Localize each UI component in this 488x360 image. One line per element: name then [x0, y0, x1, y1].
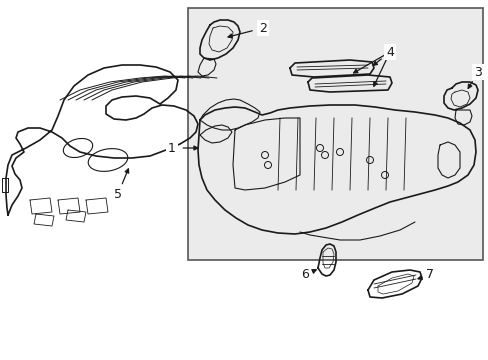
- Text: 4: 4: [385, 45, 393, 59]
- Text: 5: 5: [114, 188, 122, 201]
- Text: 6: 6: [301, 269, 308, 282]
- Text: 2: 2: [259, 22, 266, 35]
- Text: 4: 4: [385, 45, 393, 59]
- Text: 3: 3: [473, 66, 481, 78]
- Bar: [187, 8, 482, 260]
- Text: 7: 7: [425, 269, 433, 282]
- Text: 1: 1: [168, 141, 176, 154]
